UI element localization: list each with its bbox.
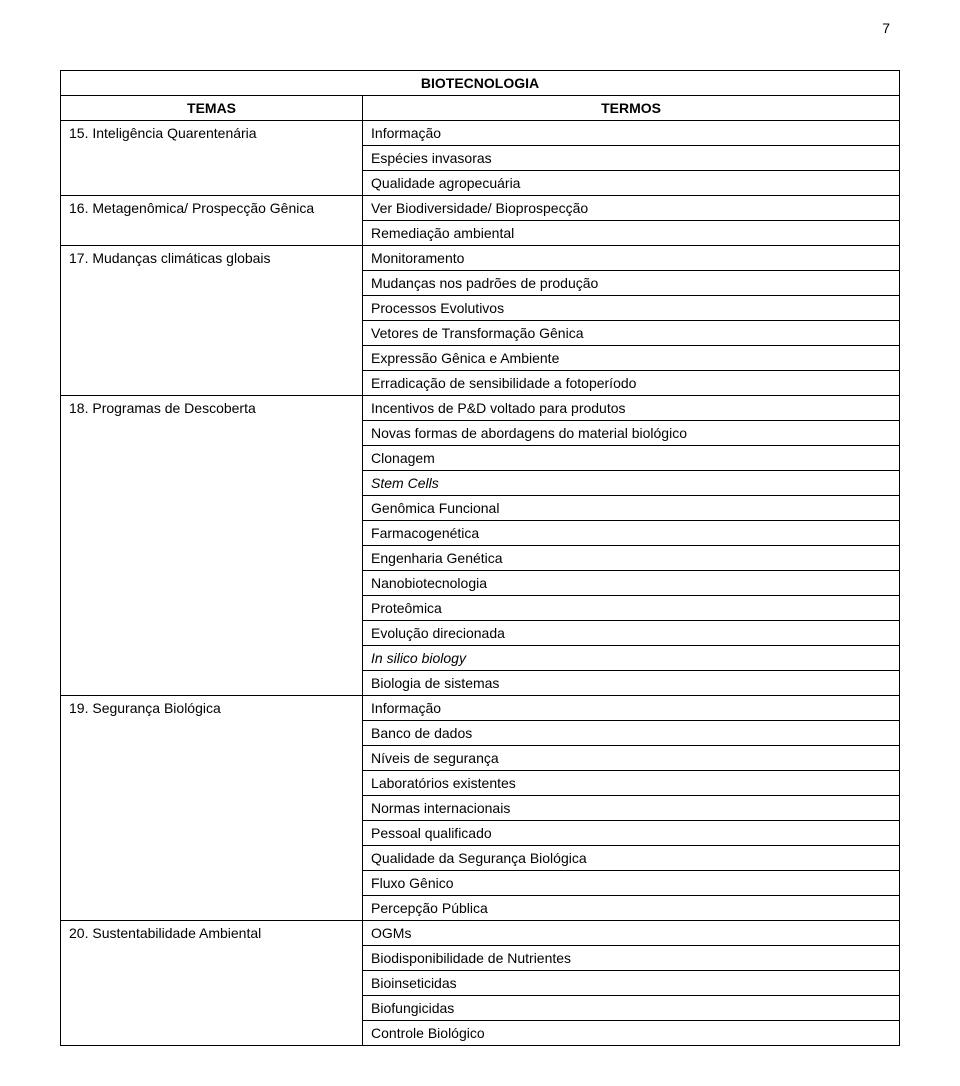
termo-item: Biofungicidas xyxy=(363,996,899,1021)
tema-cell: 15. Inteligência Quarentenária xyxy=(61,121,363,196)
termo-item: Qualidade agropecuária xyxy=(363,171,899,195)
termo-item: Pessoal qualificado xyxy=(363,821,899,846)
termo-item: Informação xyxy=(363,121,899,146)
termo-item: Processos Evolutivos xyxy=(363,296,899,321)
tema-cell: 20. Sustentabilidade Ambiental xyxy=(61,921,363,1046)
termo-item: Monitoramento xyxy=(363,246,899,271)
table-row: 16. Metagenômica/ Prospecção GênicaVer B… xyxy=(61,196,900,246)
termo-item: Evolução direcionada xyxy=(363,621,899,646)
termo-item: Erradicação de sensibilidade a fotoperío… xyxy=(363,371,899,395)
table-row: 18. Programas de DescobertaIncentivos de… xyxy=(61,396,900,696)
termos-cell: Incentivos de P&D voltado para produtosN… xyxy=(363,396,900,696)
termos-cell: Ver Biodiversidade/ BioprospecçãoRemedia… xyxy=(363,196,900,246)
termo-item: Novas formas de abordagens do material b… xyxy=(363,421,899,446)
tema-cell: 18. Programas de Descoberta xyxy=(61,396,363,696)
termo-item: Qualidade da Segurança Biológica xyxy=(363,846,899,871)
termo-item: Remediação ambiental xyxy=(363,221,899,245)
col-header-temas: TEMAS xyxy=(61,96,363,121)
termos-cell: MonitoramentoMudanças nos padrões de pro… xyxy=(363,246,900,396)
tema-cell: 19. Segurança Biológica xyxy=(61,696,363,921)
termo-item: Mudanças nos padrões de produção xyxy=(363,271,899,296)
termos-cell: InformaçãoEspécies invasorasQualidade ag… xyxy=(363,121,900,196)
termo-item: Expressão Gênica e Ambiente xyxy=(363,346,899,371)
termo-item: Biologia de sistemas xyxy=(363,671,899,695)
tema-cell: 16. Metagenômica/ Prospecção Gênica xyxy=(61,196,363,246)
termo-item: Banco de dados xyxy=(363,721,899,746)
table-row: 17. Mudanças climáticas globaisMonitoram… xyxy=(61,246,900,396)
table-title: BIOTECNOLOGIA xyxy=(61,71,900,96)
termo-item: Nanobiotecnologia xyxy=(363,571,899,596)
termo-item: Engenharia Genética xyxy=(363,546,899,571)
termo-item: Incentivos de P&D voltado para produtos xyxy=(363,396,899,421)
termo-item: OGMs xyxy=(363,921,899,946)
termo-item: Stem Cells xyxy=(363,471,899,496)
biotecnologia-table: BIOTECNOLOGIA TEMAS TERMOS 15. Inteligên… xyxy=(60,70,900,1046)
termo-item: In silico biology xyxy=(363,646,899,671)
termos-cell: InformaçãoBanco de dadosNíveis de segura… xyxy=(363,696,900,921)
table-row: 19. Segurança BiológicaInformaçãoBanco d… xyxy=(61,696,900,921)
page-number: 7 xyxy=(882,20,890,36)
termo-item: Normas internacionais xyxy=(363,796,899,821)
termos-cell: OGMsBiodisponibilidade de NutrientesBioi… xyxy=(363,921,900,1046)
col-header-termos: TERMOS xyxy=(363,96,900,121)
termo-item: Espécies invasoras xyxy=(363,146,899,171)
termo-item: Percepção Pública xyxy=(363,896,899,920)
termo-item: Ver Biodiversidade/ Bioprospecção xyxy=(363,196,899,221)
termo-item: Genômica Funcional xyxy=(363,496,899,521)
termo-item: Farmacogenética xyxy=(363,521,899,546)
table-row: 20. Sustentabilidade AmbientalOGMsBiodis… xyxy=(61,921,900,1046)
termo-item: Laboratórios existentes xyxy=(363,771,899,796)
table-row: 15. Inteligência QuarentenáriaInformação… xyxy=(61,121,900,196)
termo-item: Informação xyxy=(363,696,899,721)
termo-item: Clonagem xyxy=(363,446,899,471)
table-body: 15. Inteligência QuarentenáriaInformação… xyxy=(61,121,900,1046)
tema-cell: 17. Mudanças climáticas globais xyxy=(61,246,363,396)
termo-item: Níveis de segurança xyxy=(363,746,899,771)
termo-item: Fluxo Gênico xyxy=(363,871,899,896)
termo-item: Bioinseticidas xyxy=(363,971,899,996)
termo-item: Vetores de Transformação Gênica xyxy=(363,321,899,346)
termo-item: Controle Biológico xyxy=(363,1021,899,1045)
termo-item: Proteômica xyxy=(363,596,899,621)
termo-item: Biodisponibilidade de Nutrientes xyxy=(363,946,899,971)
